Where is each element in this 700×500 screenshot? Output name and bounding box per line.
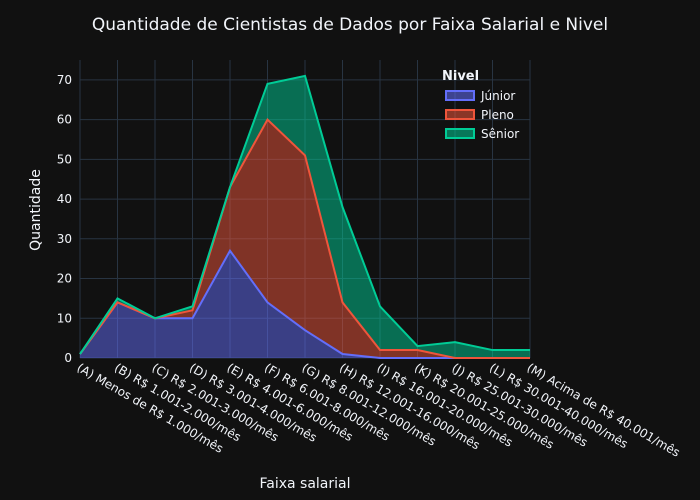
line-layer [79,74,530,359]
y-tick-label: 30 [57,232,72,246]
area-layer [80,75,530,358]
legend-swatch-pleno[interactable] [445,109,475,120]
y-tick-label: 40 [57,192,72,206]
y-axis-title: Quantidade [28,169,44,251]
y-tick-label: 70 [57,73,72,87]
y-tick-label: 50 [57,152,72,166]
legend-label-sênior[interactable]: Sênior [481,127,519,141]
legend-swatch-júnior[interactable] [445,90,475,101]
y-tick-label: 20 [57,272,72,286]
y-axis-ticks: 0 10 20 30 40 50 60 70 [57,73,72,365]
legend-swatch-sênior[interactable] [445,128,475,139]
y-tick-label: 60 [57,113,72,127]
area-pleno [80,119,530,358]
legend-label-júnior[interactable]: Júnior [480,89,515,103]
y-tick-label: 0 [64,351,72,365]
area-júnior [80,250,530,358]
y-tick-label: 10 [57,311,72,325]
chart-title: Quantidade de Cientistas de Dados por Fa… [92,15,608,35]
legend-label-pleno[interactable]: Pleno [481,108,514,122]
legend-title: Nivel [442,69,479,84]
area-sênior [80,75,530,358]
legend: Nivel Júnior Pleno Sênior [442,69,519,141]
x-axis-title: Faixa salarial [259,476,350,492]
line-sênior [79,74,530,355]
